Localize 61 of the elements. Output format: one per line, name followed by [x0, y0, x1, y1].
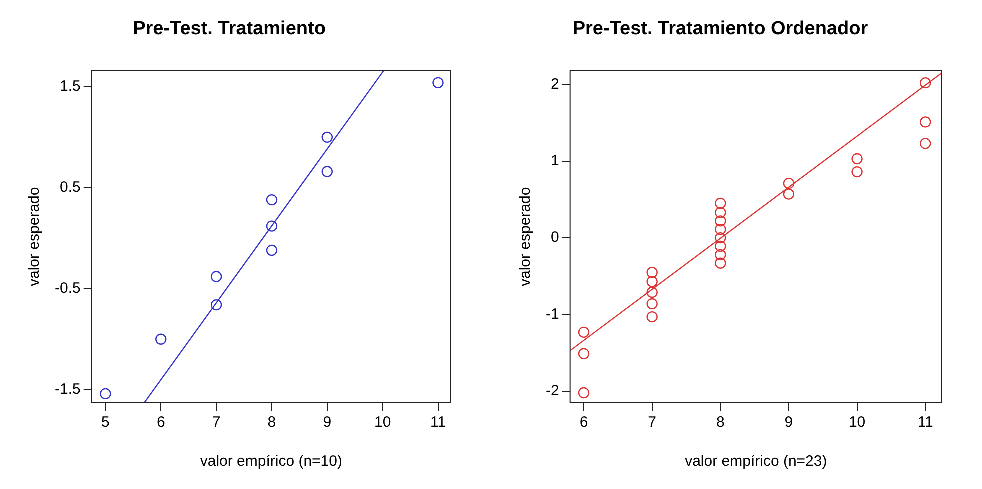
x-tick-label: 7: [648, 414, 656, 432]
y-tick-label: 0.5: [60, 179, 81, 196]
x-tick-label: 11: [430, 414, 446, 432]
x-tick-label: 10: [848, 414, 866, 432]
point: [852, 153, 863, 165]
x-tick-label: 6: [580, 414, 588, 432]
point: [715, 224, 726, 236]
point: [578, 387, 590, 399]
point: [646, 266, 658, 278]
y-axis-title: valor esperado: [517, 187, 534, 287]
y-tick-label: 1: [550, 152, 560, 170]
x-axis-title: valor empírico (n=10): [200, 453, 342, 470]
point: [646, 298, 658, 310]
x-tick-label: 5: [102, 414, 110, 432]
point: [920, 116, 932, 128]
y-tick-label: -2: [546, 382, 560, 400]
point: [210, 271, 222, 282]
x-tick-label: 8: [716, 414, 725, 432]
y-tick-label: -1.5: [54, 381, 81, 398]
x-axis-title: valor empírico (n=23): [685, 453, 828, 470]
point: [920, 138, 932, 150]
x-tick-label: 7: [212, 414, 221, 432]
y-tick-label: -0.5: [54, 280, 81, 298]
point: [715, 198, 726, 210]
point: [715, 240, 726, 252]
point: [156, 334, 167, 345]
point: [646, 286, 658, 298]
point: [322, 132, 334, 144]
x-tick-label: 9: [784, 414, 794, 432]
x-tick-label: 9: [323, 414, 332, 432]
point: [266, 220, 278, 232]
point: [322, 166, 334, 178]
point: [920, 77, 932, 89]
point: [783, 188, 795, 200]
x-tick-label: 10: [374, 414, 392, 432]
y-tick-label: 0: [550, 229, 560, 246]
y-axis-title: valor esperado: [26, 187, 44, 287]
x-tick-label: 11: [918, 414, 934, 432]
point: [266, 194, 278, 206]
point: [646, 311, 658, 323]
point: [100, 388, 112, 400]
y-tick-label: 1.5: [60, 78, 81, 96]
point: [432, 77, 444, 89]
x-tick-label: 6: [156, 414, 166, 432]
point: [715, 232, 726, 244]
chart-title: Pre-Test. Tratamiento: [133, 18, 326, 40]
point: [715, 249, 726, 261]
point: [578, 348, 590, 360]
point: [578, 326, 590, 338]
x-tick-label: 8: [268, 414, 276, 432]
point: [715, 216, 726, 227]
y-tick-label: -1: [546, 306, 560, 323]
chart-title: Pre-Test. Tratamiento Ordenador: [572, 18, 869, 40]
y-tick-label: 2: [550, 76, 560, 93]
point: [210, 299, 222, 311]
point: [783, 178, 795, 190]
point: [715, 207, 726, 218]
point: [852, 166, 863, 178]
point: [715, 258, 726, 269]
point: [266, 244, 278, 256]
point: [646, 276, 658, 288]
